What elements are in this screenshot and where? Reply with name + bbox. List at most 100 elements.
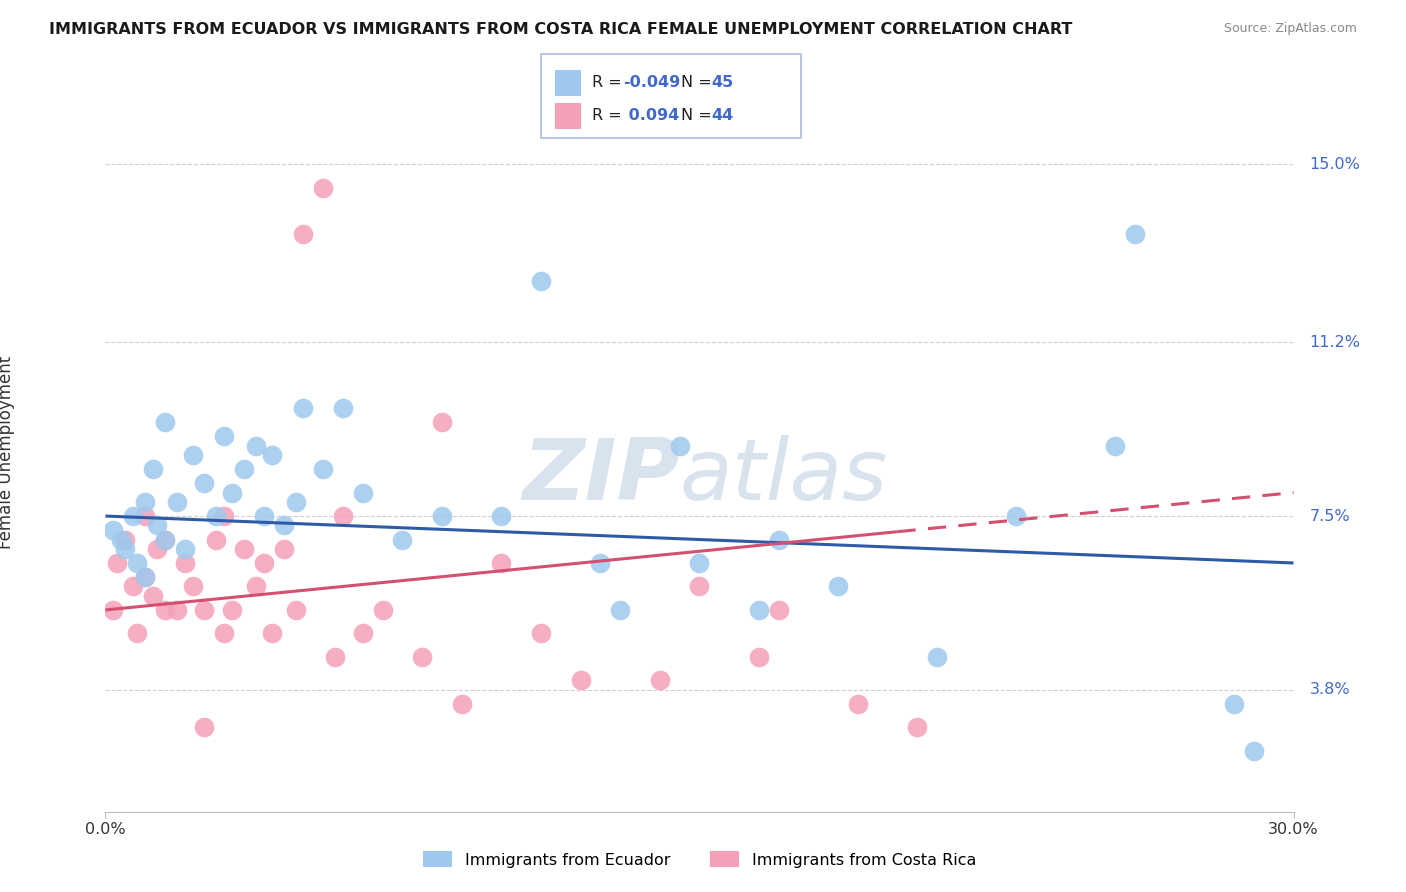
Point xyxy=(273,541,295,556)
Point xyxy=(173,556,195,570)
Text: R =: R = xyxy=(592,76,627,90)
Point xyxy=(312,462,335,476)
Point xyxy=(846,697,869,711)
Text: 7.5%: 7.5% xyxy=(1309,508,1350,524)
Point xyxy=(391,533,413,547)
Point xyxy=(569,673,592,688)
Point xyxy=(905,720,928,734)
Point xyxy=(127,556,149,570)
Point xyxy=(253,556,276,570)
Point xyxy=(260,626,283,640)
Point xyxy=(205,533,228,547)
Point xyxy=(668,439,690,453)
Point xyxy=(927,649,949,664)
Point xyxy=(142,462,165,476)
Point xyxy=(430,415,453,429)
Point xyxy=(114,533,136,547)
Text: IMMIGRANTS FROM ECUADOR VS IMMIGRANTS FROM COSTA RICA FEMALE UNEMPLOYMENT CORREL: IMMIGRANTS FROM ECUADOR VS IMMIGRANTS FR… xyxy=(49,22,1073,37)
Point xyxy=(748,649,770,664)
Point xyxy=(411,649,433,664)
Point xyxy=(332,509,354,524)
Point xyxy=(827,579,849,593)
Point xyxy=(105,556,128,570)
Point xyxy=(245,579,267,593)
Point xyxy=(193,720,215,734)
Point xyxy=(648,673,671,688)
Text: -0.049: -0.049 xyxy=(623,76,681,90)
Point xyxy=(134,509,156,524)
Point xyxy=(1223,697,1246,711)
Point xyxy=(491,556,513,570)
Point xyxy=(689,579,711,593)
Point xyxy=(1104,439,1126,453)
Point xyxy=(768,533,790,547)
Point xyxy=(181,448,204,462)
Point xyxy=(127,626,149,640)
Point xyxy=(153,533,176,547)
Point xyxy=(491,509,513,524)
Point xyxy=(181,579,204,593)
Point xyxy=(1005,509,1028,524)
Point xyxy=(332,401,354,416)
Point xyxy=(193,476,215,491)
Text: 15.0%: 15.0% xyxy=(1309,157,1360,171)
Point xyxy=(114,541,136,556)
Point xyxy=(1243,744,1265,758)
Point xyxy=(609,603,631,617)
Point xyxy=(193,603,215,617)
Point xyxy=(245,439,267,453)
Point xyxy=(768,603,790,617)
Point xyxy=(103,523,125,537)
Point xyxy=(689,556,711,570)
Point xyxy=(352,485,374,500)
Point xyxy=(221,485,243,500)
Text: ZIP: ZIP xyxy=(522,434,679,517)
Point xyxy=(430,509,453,524)
Point xyxy=(312,180,335,194)
Point xyxy=(273,518,295,533)
Point xyxy=(748,603,770,617)
Point xyxy=(589,556,612,570)
Text: atlas: atlas xyxy=(679,434,887,517)
Text: Female Unemployment: Female Unemployment xyxy=(0,356,15,549)
Point xyxy=(214,626,236,640)
Text: 3.8%: 3.8% xyxy=(1309,682,1350,698)
Point xyxy=(134,570,156,584)
Text: 11.2%: 11.2% xyxy=(1309,334,1361,350)
Point xyxy=(530,274,553,288)
Point xyxy=(450,697,472,711)
Point xyxy=(352,626,374,640)
Text: Source: ZipAtlas.com: Source: ZipAtlas.com xyxy=(1223,22,1357,36)
Text: 45: 45 xyxy=(711,76,734,90)
Point xyxy=(166,495,188,509)
Point xyxy=(146,541,169,556)
Point xyxy=(253,509,276,524)
Point xyxy=(221,603,243,617)
Point xyxy=(1123,227,1146,242)
Point xyxy=(110,533,132,547)
Point xyxy=(103,603,125,617)
Point xyxy=(173,541,195,556)
Point xyxy=(153,603,176,617)
Legend: Immigrants from Ecuador, Immigrants from Costa Rica: Immigrants from Ecuador, Immigrants from… xyxy=(415,843,984,876)
Point xyxy=(530,626,553,640)
Point xyxy=(205,509,228,524)
Point xyxy=(122,579,145,593)
Text: N =: N = xyxy=(681,76,717,90)
Point xyxy=(292,401,315,416)
Text: N =: N = xyxy=(681,109,717,123)
Point xyxy=(134,570,156,584)
Point xyxy=(233,541,256,556)
Point xyxy=(284,603,307,617)
Point xyxy=(153,533,176,547)
Point xyxy=(146,518,169,533)
Point xyxy=(323,649,346,664)
Point xyxy=(214,509,236,524)
Point xyxy=(292,227,315,242)
Point xyxy=(284,495,307,509)
Point xyxy=(153,415,176,429)
Point xyxy=(233,462,256,476)
Point xyxy=(260,448,283,462)
Point xyxy=(134,495,156,509)
Point xyxy=(142,589,165,603)
